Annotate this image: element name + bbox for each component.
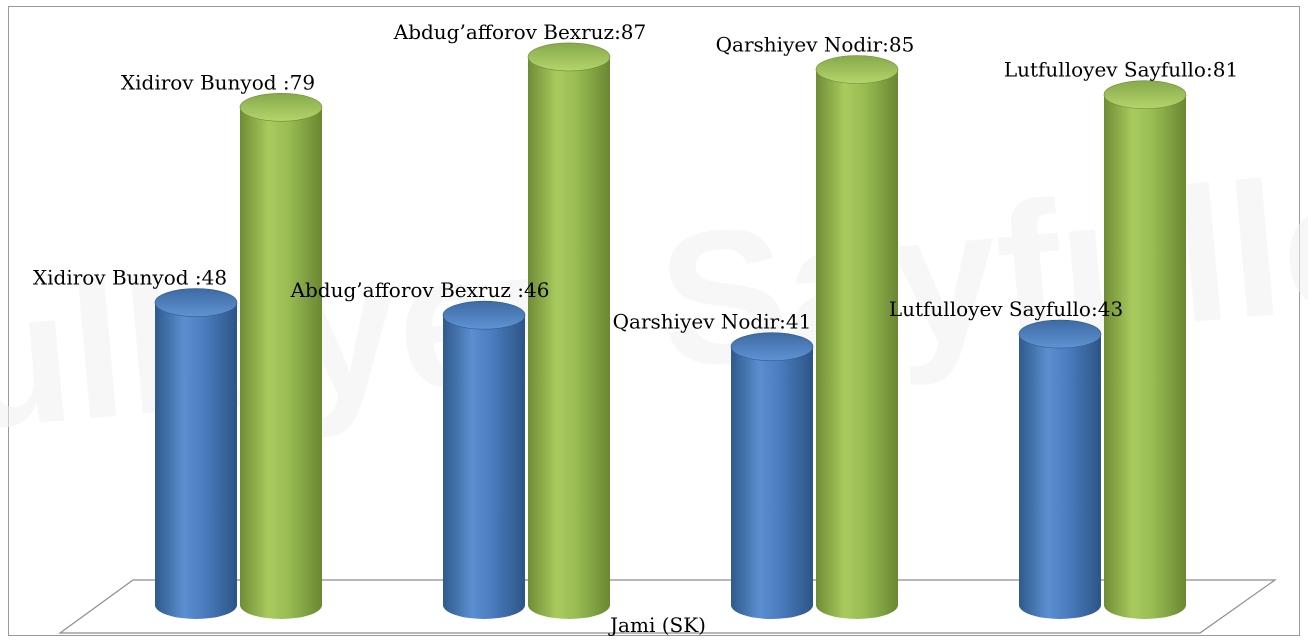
x-axis-label: Jami (SK) <box>608 613 706 637</box>
bar-xidirov-bunyod-series-2 <box>239 93 323 619</box>
data-label-qarshiyev-nodir-series-2: Qarshiyev Nodir:85 <box>716 33 915 57</box>
data-label-abdug-afforov-bexruz-series-1: Abdug’afforov Bexruz :46 <box>290 278 550 302</box>
bar-abdug-afforov-bexruz-series-2 <box>527 42 611 619</box>
data-label-xidirov-bunyod-series-1: Xidirov Bunyod :48 <box>33 266 227 290</box>
bar-abdug-afforov-bexruz-series-1 <box>442 300 526 619</box>
bar-qarshiyev-nodir-series-2 <box>815 55 899 619</box>
bar-qarshiyev-nodir-series-1 <box>730 332 814 619</box>
bar-lutfulloyev-sayfullo-series-1 <box>1018 319 1102 619</box>
bar-lutfulloyev-sayfullo-series-2 <box>1103 80 1187 619</box>
data-label-abdug-afforov-bexruz-series-2: Abdug’afforov Bexruz:87 <box>393 20 647 44</box>
bars-layer <box>154 42 1187 619</box>
bar-xidirov-bunyod-series-1 <box>154 288 238 619</box>
data-label-xidirov-bunyod-series-2: Xidirov Bunyod :79 <box>121 70 315 94</box>
data-label-lutfulloyev-sayfullo-series-1: Lutfulloyev Sayfullo:43 <box>889 297 1123 321</box>
data-label-lutfulloyev-sayfullo-series-2: Lutfulloyev Sayfullo:81 <box>1004 58 1238 82</box>
labels-layer: Xidirov Bunyod :48 Xidirov Bunyod :79 Abdu… <box>33 20 1238 334</box>
chart-border <box>8 6 1300 636</box>
data-label-qarshiyev-nodir-series-1: Qarshiyev Nodir:41 <box>613 310 812 334</box>
